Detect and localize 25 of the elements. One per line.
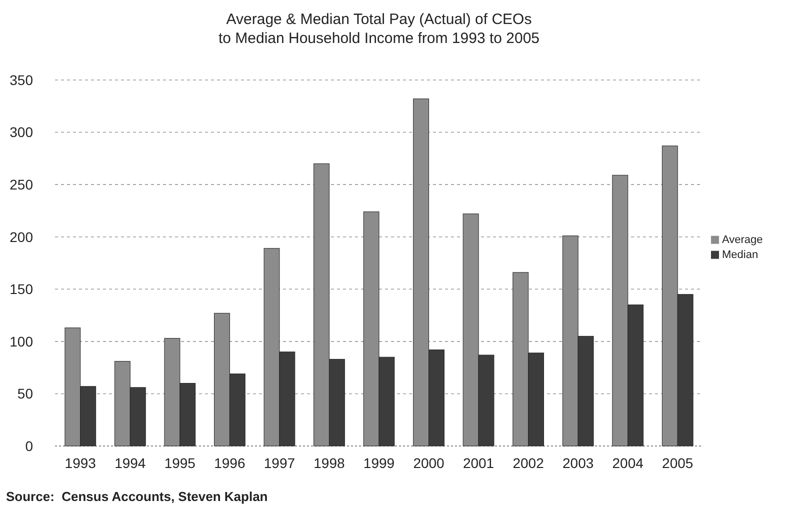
source-note: Source: Census Accounts, Steven Kaplan (6, 489, 268, 504)
x-tick-label: 2000 (413, 455, 445, 471)
x-tick-label: 1998 (314, 455, 346, 471)
x-tick-label: 1996 (214, 455, 246, 471)
x-tick-label: 2005 (662, 455, 694, 471)
y-tick-label: 50 (17, 386, 34, 402)
legend-label: Average (722, 234, 763, 246)
y-tick-label: 200 (10, 228, 34, 245)
x-tick-label: 2004 (612, 455, 644, 471)
y-tick-label: 150 (10, 281, 34, 298)
y-tick-label: 250 (10, 176, 34, 192)
x-tick-label: 2003 (562, 455, 594, 471)
x-tick-label: 1997 (264, 455, 296, 471)
x-tick-label: 2002 (512, 455, 544, 471)
x-tick-label: 1993 (64, 455, 96, 471)
legend-label: Median (722, 248, 758, 261)
y-tick-label: 0 (25, 438, 34, 454)
x-tick-label: 1994 (114, 455, 146, 471)
x-tick-label: 2001 (462, 455, 494, 471)
x-tick-label: 1995 (164, 455, 196, 471)
y-tick-label: 100 (10, 333, 34, 350)
chart-title: Average & Median Total Pay (Actual) of CEOs to Median Household Income from 1993 to 2005 (218, 11, 540, 47)
y-tick-label: 350 (10, 72, 34, 88)
y-tick-label: 300 (10, 124, 34, 140)
x-tick-label: 1999 (363, 455, 395, 471)
